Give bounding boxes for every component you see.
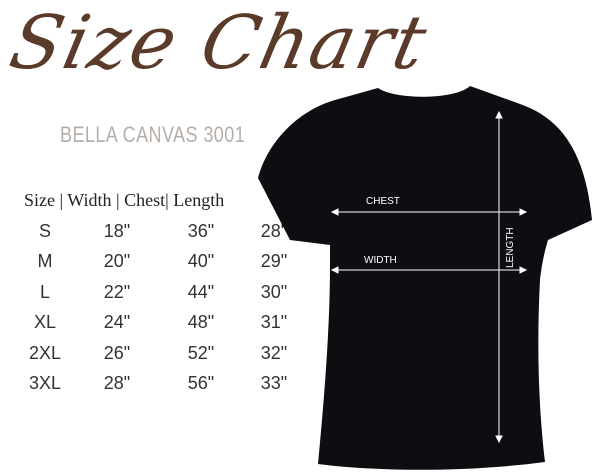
table-cell: 28" [103,373,131,394]
table-cell: XL [33,312,57,333]
brand-subtitle: BELLA CANVAS 3001 [60,122,246,147]
table-cell: 48" [187,312,215,333]
tshirt-image [258,86,592,470]
table-cell: 29" [260,251,288,272]
table-row: L 22" 44" 30" [24,277,314,308]
table-cell: 20" [103,251,131,272]
width-label: WIDTH [364,255,397,266]
size-table: Size | Width | Chest| Length S 18" 36" 28" M… [24,190,314,399]
table-cell: 40" [187,251,215,272]
table-cell: 18" [103,220,131,241]
table-cell: 52" [187,342,215,363]
table-cell: 28" [260,220,288,241]
table-cell: S [38,220,51,241]
table-cell: 3XL [28,373,62,394]
table-cell: 44" [187,281,215,302]
table-cell: 32" [260,342,288,363]
chest-label: CHEST [366,196,400,207]
table-cell: 31" [260,312,288,333]
table-cell: 26" [103,342,131,363]
table-row: M 20" 40" 29" [24,247,314,278]
table-cell: 24" [103,312,131,333]
table-row: 2XL 26" 52" 32" [24,338,314,369]
table-cell: L [39,281,50,302]
table-cell: M [37,251,53,272]
table-row: S 18" 36" 28" [24,216,314,247]
table-row: XL 24" 48" 31" [24,308,314,339]
table-cell: 36" [187,220,215,241]
table-cell: 22" [103,281,131,302]
table-cell: 56" [187,373,215,394]
table-cell: 30" [260,281,288,302]
table-cell: 33" [260,373,288,394]
table-header: Size | Width | Chest| Length [24,190,225,210]
table-row: 3XL 28" 56" 33" [24,369,314,400]
length-label: LENGTH [505,227,516,268]
table-cell: 2XL [28,342,62,363]
